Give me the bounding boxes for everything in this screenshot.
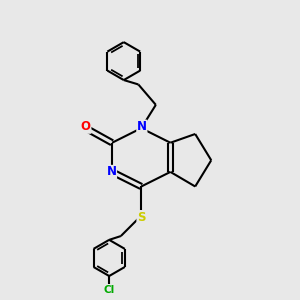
Text: O: O xyxy=(81,120,91,133)
Text: Cl: Cl xyxy=(103,285,115,295)
Text: N: N xyxy=(137,120,147,133)
Text: S: S xyxy=(137,211,146,224)
Text: N: N xyxy=(106,165,116,178)
